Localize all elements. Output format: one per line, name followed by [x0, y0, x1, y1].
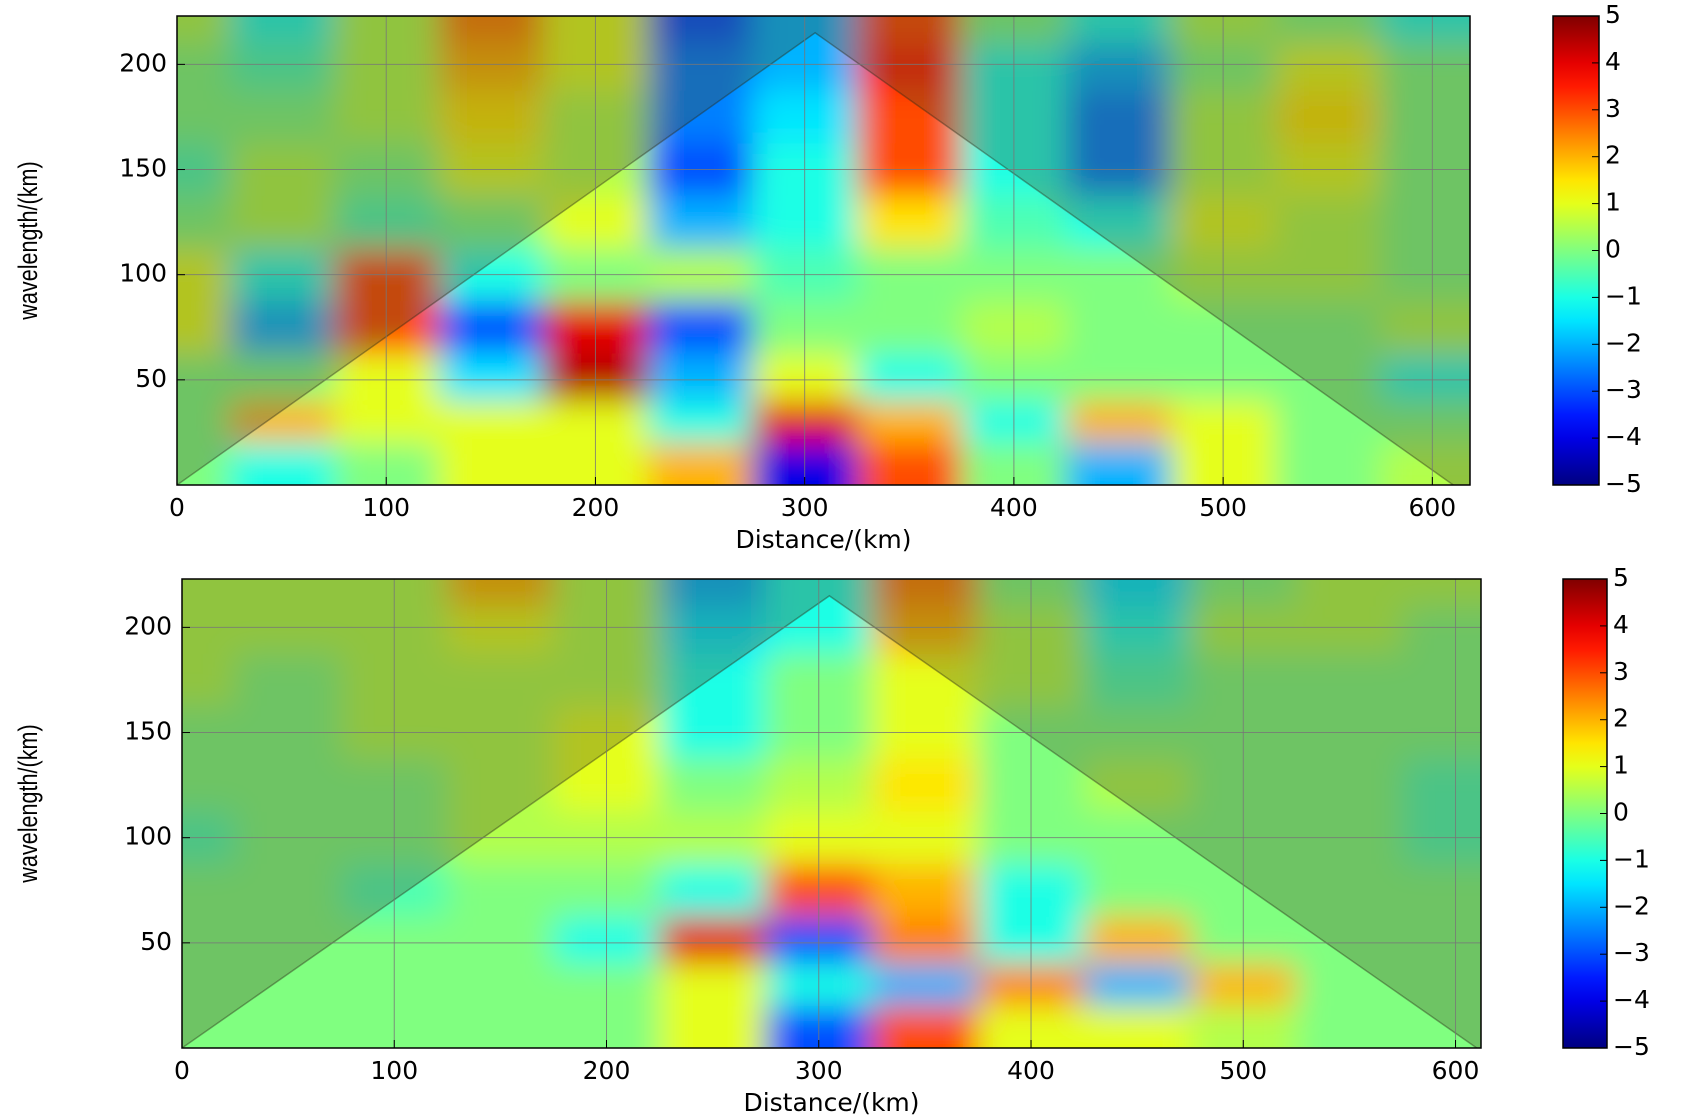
y-tick-label: 200 — [124, 611, 172, 640]
colorbar-tick-label: −2 — [1613, 891, 1650, 920]
colorbar-tick-label: −3 — [1613, 938, 1650, 967]
x-tick-label: 0 — [169, 493, 185, 522]
colorbar-tick-label: 2 — [1605, 141, 1621, 170]
colorbar-tick-label: 5 — [1605, 0, 1621, 29]
heatmap-cell — [660, 964, 767, 1007]
heatmap-cell — [1084, 1006, 1191, 1118]
y-tick-label: 50 — [140, 927, 172, 956]
x-tick-label: 100 — [370, 1056, 418, 1085]
heatmap-cell — [872, 964, 979, 1007]
x-tick-label: 200 — [572, 493, 620, 522]
x-tick-label: 300 — [795, 1056, 843, 1085]
colorbar-tick-label: 3 — [1613, 657, 1629, 686]
x-tick-label: 500 — [1199, 493, 1247, 522]
colorbar-tick-label: −1 — [1613, 844, 1650, 873]
heatmap-cell — [439, 301, 544, 354]
heatmap-cell — [447, 864, 554, 917]
colorbar-tick-label: 5 — [1613, 563, 1629, 592]
heatmap-cell — [648, 196, 753, 249]
y-tick-label: 100 — [124, 822, 172, 851]
chart: 010020030040050060050100150200Distance/(… — [14, 0, 1642, 570]
heatmap-cell — [1066, 301, 1171, 354]
colorbar-tick-label: −2 — [1605, 328, 1642, 357]
x-tick-label: 600 — [1432, 1056, 1480, 1085]
heatmap-cell — [447, 1006, 554, 1118]
heatmap-cell — [1084, 917, 1191, 965]
colorbar-tick-label: 4 — [1613, 610, 1629, 639]
heatmap-cell — [439, 354, 544, 402]
y-axis-label: wavelength/(km) — [14, 724, 44, 883]
colorbar-tick-label: 0 — [1613, 798, 1629, 827]
x-tick-label: 500 — [1219, 1056, 1267, 1085]
x-tick-label: 200 — [583, 1056, 631, 1085]
heatmap-area — [93, 0, 1554, 570]
heatmap-area — [97, 495, 1566, 1118]
heatmap-cell — [447, 964, 554, 1007]
x-tick-label: 300 — [781, 493, 829, 522]
colorbar-tick-label: 0 — [1605, 235, 1621, 264]
x-axis-label: Distance/(km) — [743, 1088, 919, 1117]
x-tick-label: 0 — [174, 1056, 190, 1085]
heatmap-cell — [660, 917, 767, 965]
x-axis-label: Distance/(km) — [735, 525, 911, 554]
heatmap-cell — [1066, 443, 1171, 570]
heatmap-cell — [1084, 964, 1191, 1007]
heatmap-cell — [872, 864, 979, 917]
heatmap-cell — [857, 196, 962, 249]
y-tick-label: 50 — [135, 364, 167, 393]
heatmap-cell — [235, 1006, 342, 1118]
colorbar-tick-label: 1 — [1605, 188, 1621, 217]
x-tick-label: 600 — [1408, 493, 1456, 522]
colorbar-tick-label: 2 — [1613, 704, 1629, 733]
heatmap-cell — [229, 443, 334, 570]
colorbar-tick-label: −3 — [1605, 375, 1642, 404]
heatmap-cell — [1066, 354, 1171, 402]
colorbar-tick-label: −5 — [1613, 1032, 1650, 1061]
x-tick-label: 100 — [362, 493, 410, 522]
colorbar-tick-label: −4 — [1613, 985, 1650, 1014]
heatmap-cell — [857, 401, 962, 444]
colorbar-tick-label: −5 — [1605, 469, 1642, 498]
heatmap-cell — [1402, 1006, 1566, 1118]
heatmap-cell — [648, 301, 753, 354]
heatmap-cell — [857, 301, 962, 354]
figure: 010020030040050060050100150200Distance/(… — [0, 0, 1682, 1118]
heatmap-cell — [857, 354, 962, 402]
colorbar-tick-label: 4 — [1605, 47, 1621, 76]
heatmap-cell — [439, 443, 544, 570]
y-tick-label: 100 — [119, 259, 167, 288]
y-tick-label: 150 — [119, 154, 167, 183]
heatmap-cell — [1084, 864, 1191, 917]
y-tick-label: 150 — [124, 717, 172, 746]
y-tick-label: 200 — [119, 48, 167, 77]
heatmap-cell — [648, 354, 753, 402]
heatmap-cell — [1275, 443, 1380, 570]
colorbar-tick-label: −4 — [1605, 422, 1642, 451]
heatmap-cell — [872, 917, 979, 965]
x-tick-label: 400 — [1007, 1056, 1055, 1085]
heatmap-cell — [648, 401, 753, 444]
heatmap-cell — [447, 917, 554, 965]
x-tick-label: 400 — [990, 493, 1038, 522]
colorbar-tick-label: −1 — [1605, 281, 1642, 310]
colorbar-tick-label: 3 — [1605, 94, 1621, 123]
y-axis-label: wavelength/(km) — [14, 161, 44, 320]
heatmap-cell — [1296, 1006, 1403, 1118]
heatmap-cell — [872, 759, 979, 812]
heatmap-cell — [660, 759, 767, 812]
heatmap-cell — [439, 401, 544, 444]
heatmap-cell — [660, 864, 767, 917]
heatmap-cell — [1066, 401, 1171, 444]
colorbar-tick-label: 1 — [1613, 751, 1629, 780]
